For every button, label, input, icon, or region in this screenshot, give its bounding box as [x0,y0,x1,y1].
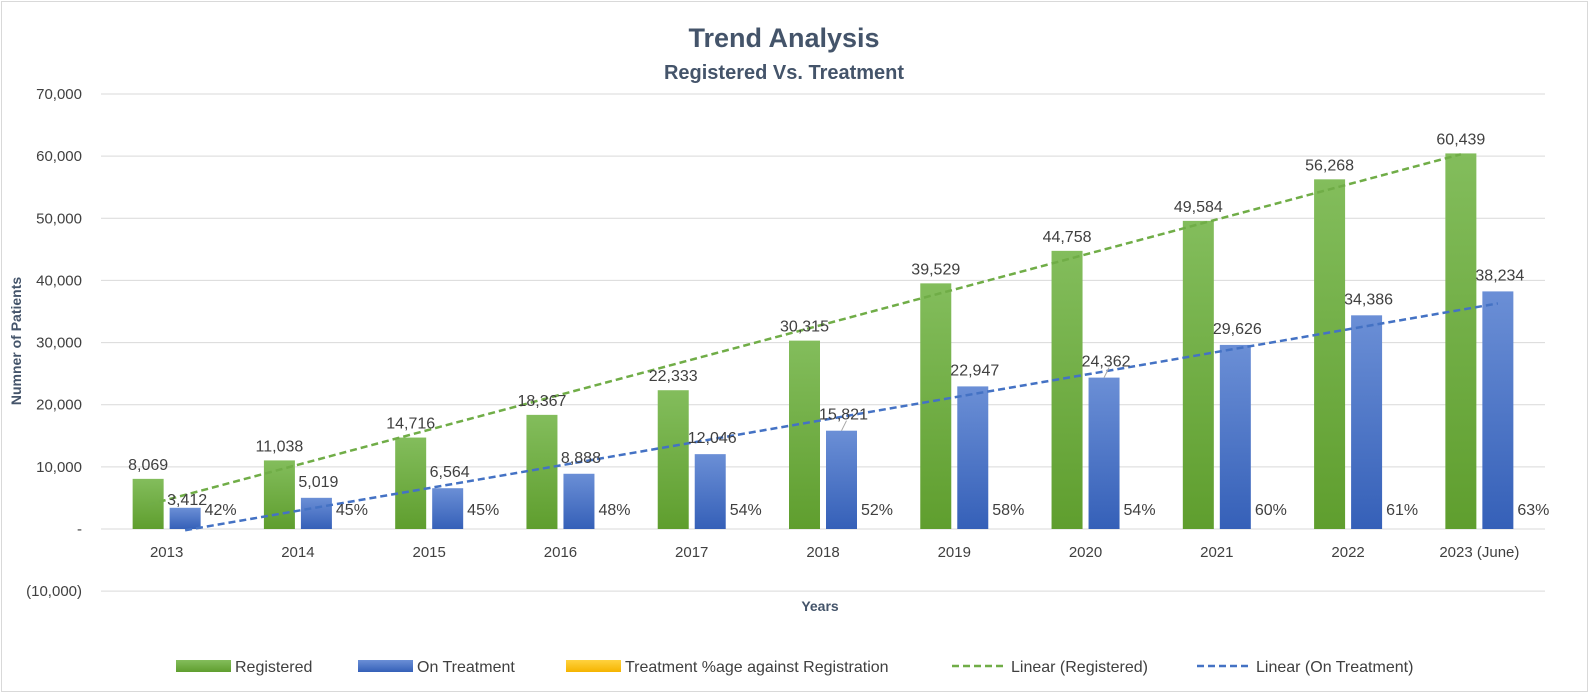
data-label-treatment-percent: 48% [598,502,630,519]
y-tick-label: (10,000) [26,583,82,600]
data-label-on-treatment: 29,626 [1213,321,1262,338]
y-tick-label: - [77,521,82,538]
x-tick-label: 2019 [938,544,971,561]
bar-registered [1051,250,1083,529]
bar-on-treatment [1482,291,1514,529]
x-tick-label: 2020 [1069,544,1102,561]
data-label-registered: 39,529 [911,261,960,278]
data-label-treatment-percent: 45% [336,502,368,519]
bar-on-treatment [694,454,726,529]
bar-on-treatment [1219,344,1251,529]
chart-subtitle: Registered Vs. Treatment [664,62,904,84]
data-label-on-treatment: 6,564 [430,464,470,481]
bar-on-treatment [300,497,332,529]
y-tick-label: 70,000 [36,86,82,103]
data-label-treatment-percent: 63% [1517,502,1549,519]
data-label-on-treatment: 3,412 [167,492,207,509]
legend-registered-swatch [176,660,231,672]
leader-line [1103,367,1110,378]
data-label-on-treatment: 34,386 [1344,291,1393,308]
bars [132,153,1514,529]
y-axis-title: Numner of Patients [8,277,24,406]
y-axis-ticks: 70,000 60,000 50,000 40,000 30,000 20,000 10,0… [26,86,82,600]
data-label-treatment-percent: 61% [1386,502,1418,519]
trendline-registered [147,153,1462,506]
bar-registered [1314,179,1346,529]
y-tick-label: 60,000 [36,148,82,165]
y-tick-label: 10,000 [36,459,82,476]
data-label-on-treatment: 38,234 [1475,267,1524,284]
bar-registered [395,437,427,529]
x-axis-title: Years [801,598,839,614]
x-tick-label: 2017 [675,544,708,561]
bar-registered [920,283,952,529]
legend-registered-label: Registered [235,659,312,676]
data-label-on-treatment: 22,947 [950,362,999,379]
y-tick-label: 40,000 [36,272,82,289]
data-label-treatment-percent: 45% [467,502,499,519]
x-tick-label: 2018 [806,544,839,561]
bar-registered [1445,153,1477,529]
data-label-registered: 18,367 [517,393,566,410]
bar-registered [789,340,820,529]
bar-on-treatment [1088,377,1120,529]
legend-treatment-percent-label: Treatment %age against Registration [625,659,889,676]
y-tick-label: 30,000 [36,335,82,352]
data-label-on-treatment: 5,019 [298,474,338,491]
data-label-registered: 30,315 [780,319,829,336]
data-label-treatment-percent: 60% [1255,502,1287,519]
legend-on-treatment-swatch [358,660,413,672]
x-axis-ticks: 2013 2014 2015 2016 2017 2018 2019 2020 2021 2022… [150,544,1519,561]
legend: Registered On Treatment Treatment %age aga… [176,659,1413,676]
data-label-registered: 60,439 [1436,131,1485,148]
bar-on-treatment [169,507,201,529]
leader-line [841,420,847,431]
data-label-registered: 11,038 [256,438,304,455]
data-label-treatment-percent: 54% [1124,502,1156,519]
trendline-on-treatment [184,302,1499,532]
x-tick-label: 2016 [544,544,577,561]
data-label-treatment-percent: 42% [205,502,237,519]
data-label-on-treatment: 12,046 [688,430,737,447]
bar-registered [1182,220,1214,529]
x-tick-label: 2013 [150,544,183,561]
legend-treatment-percent-swatch [566,660,621,672]
y-tick-label: 20,000 [36,397,82,414]
chart-title: Trend Analysis [688,23,879,53]
legend-linear-registered-label: Linear (Registered) [1011,659,1148,676]
data-label-registered: 14,716 [386,416,435,433]
x-tick-label: 2022 [1331,544,1364,561]
y-tick-label: 50,000 [36,210,82,227]
bar-on-treatment [1351,315,1383,529]
x-tick-label: 2023 (June) [1439,544,1519,561]
gridlines [101,93,1545,592]
data-label-treatment-percent: 58% [992,502,1024,519]
bar-registered [657,390,689,529]
data-label-registered: 49,584 [1174,199,1223,216]
data-label-registered: 22,333 [649,368,698,385]
data-label-on-treatment: 8,888 [561,450,601,467]
data-label-registered: 44,758 [1043,229,1092,246]
data-label-registered: 8,069 [128,457,168,474]
bar-registered [526,414,558,529]
x-tick-label: 2021 [1200,544,1233,561]
x-tick-label: 2015 [412,544,445,561]
bar-on-treatment [563,473,595,529]
legend-linear-on-treatment-label: Linear (On Treatment) [1256,659,1413,676]
data-label-treatment-percent: 52% [861,502,893,519]
legend-on-treatment-label: On Treatment [417,659,515,676]
bar-on-treatment [826,430,857,529]
x-tick-label: 2014 [281,544,314,561]
bar-on-treatment [432,488,464,529]
data-label-on-treatment: 24,362 [1082,354,1131,371]
bar-on-treatment [957,386,989,529]
data-label-treatment-percent: 54% [730,502,762,519]
data-label-on-treatment: 15,821 [819,407,868,424]
trendlines [147,153,1499,532]
data-label-registered: 56,268 [1305,157,1354,174]
